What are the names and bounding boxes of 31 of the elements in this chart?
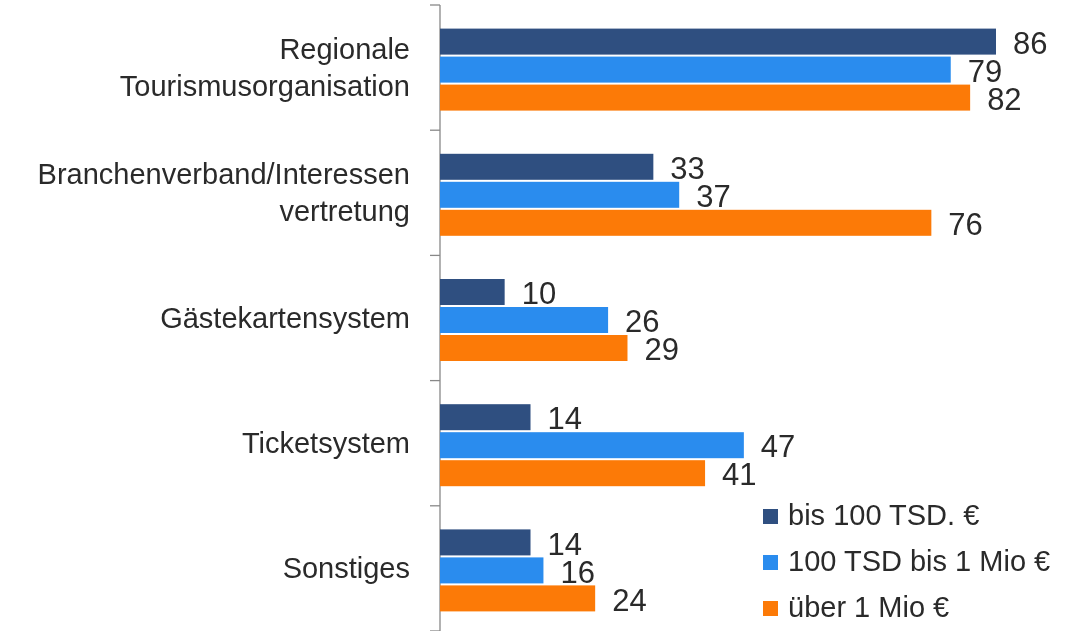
bar [440, 181, 680, 208]
data-label: 86 [1013, 25, 1048, 61]
bar [440, 153, 654, 180]
legend-label: 100 TSD bis 1 Mio € [788, 544, 1051, 577]
data-label: 14 [547, 401, 582, 437]
data-label: 24 [612, 582, 647, 618]
bar [440, 209, 932, 236]
bar [440, 307, 609, 333]
bar [440, 84, 971, 111]
data-label: 10 [521, 276, 557, 312]
bar [440, 279, 505, 305]
data-label: 47 [760, 429, 796, 465]
bar [440, 432, 744, 459]
legend-label: über 1 Mio € [788, 590, 950, 623]
bar [440, 56, 951, 83]
bar [440, 529, 531, 556]
bar [440, 585, 596, 612]
bar [440, 28, 996, 55]
y-tick-label: Sonstiges [282, 552, 410, 585]
y-tick-label: Ticketsystem [241, 426, 410, 459]
bar [440, 557, 544, 584]
y-tick-label: Branchenverband/Interessen vertretung [37, 157, 410, 227]
legend-label: bis 100 TSD. € [788, 498, 980, 531]
bar [440, 335, 628, 361]
data-label: 29 [644, 332, 679, 368]
data-label: 76 [948, 206, 983, 242]
data-label: 41 [722, 457, 757, 493]
y-tick-label: Regionale Tourismusorganisation [119, 32, 410, 102]
y-tick-label: Gästekartensystem [160, 301, 410, 334]
bar [440, 404, 531, 431]
bar [440, 460, 706, 487]
